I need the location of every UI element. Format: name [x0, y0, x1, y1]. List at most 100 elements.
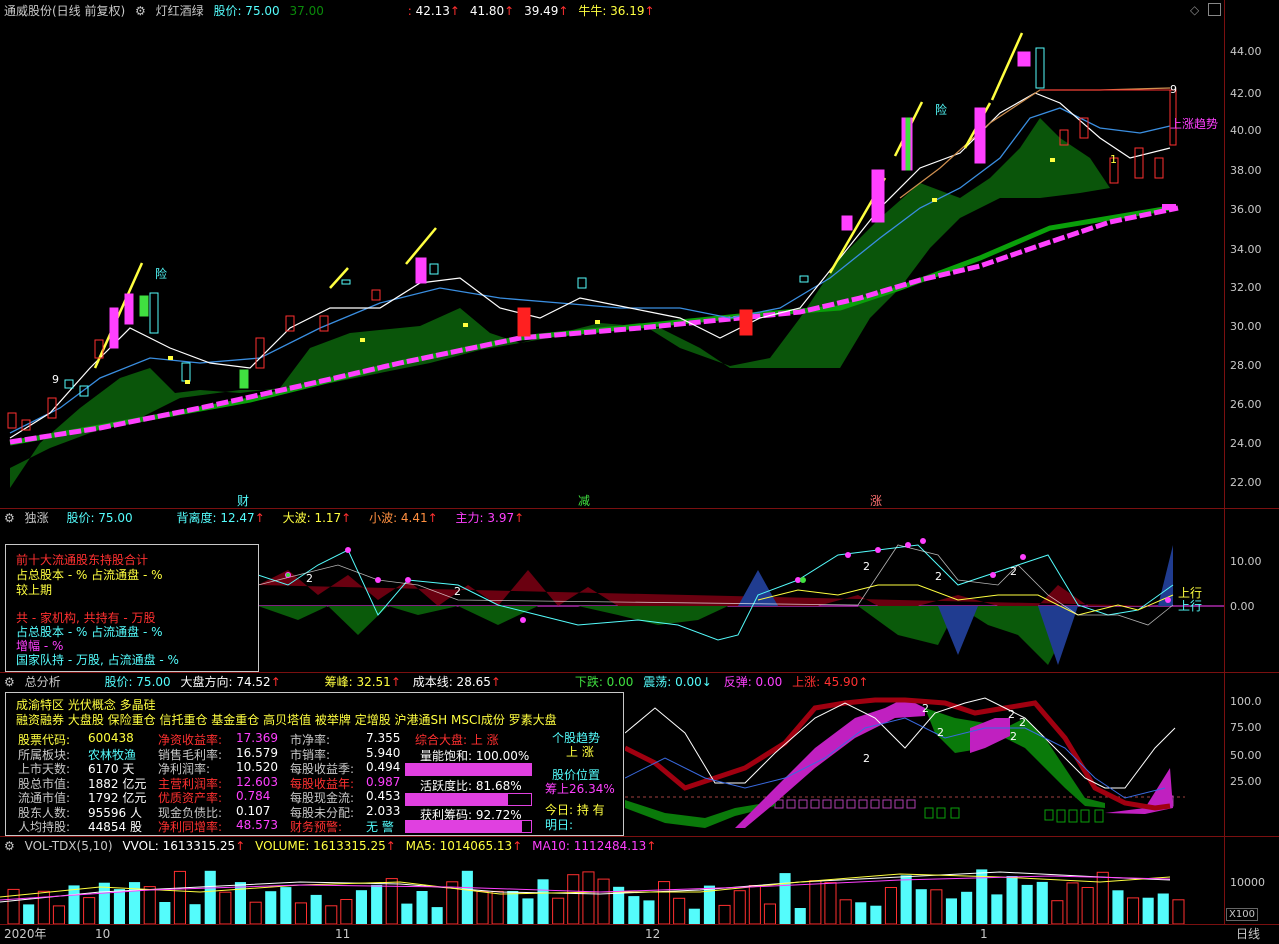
panel2-tick: 10.00 [1230, 555, 1262, 568]
one-label: 1 [1110, 153, 1117, 166]
panel4-name[interactable]: VOL-TDX(5,10) [24, 839, 113, 853]
risk-label: 险 [935, 102, 947, 117]
volume-bar [310, 894, 322, 924]
price-tick: 32.00 [1230, 281, 1262, 294]
volume-bar [552, 897, 565, 924]
risk-label: 险 [155, 266, 167, 281]
fundamentals-cell: 17.369 [236, 731, 278, 745]
fundamentals-cell: 0.453 [366, 789, 401, 803]
fundamentals-cell: 无 警 [366, 820, 394, 834]
volume-bar [129, 882, 141, 924]
volume-bar [779, 873, 791, 924]
analysis-boxes-green [924, 807, 1104, 823]
vvol-value: VVOL: 1613315.25 [122, 839, 236, 853]
volume-bar [673, 897, 686, 924]
price-tick: 44.00 [1230, 45, 1262, 58]
position-title: 股价位置 [552, 768, 601, 782]
volume-bar [1021, 884, 1033, 924]
duzhang-area-red [258, 570, 1158, 606]
fundamentals-cell: 每股收益季: [290, 762, 355, 776]
panel4-header: ⚙ VOL-TDX(5,10) VVOL: 1613315.25↑ VOLUME… [4, 839, 657, 853]
volume-bar [597, 878, 610, 924]
volume-bar [189, 904, 201, 924]
analysis-chart[interactable]: 2 2 2 2 2 2 [625, 688, 1224, 836]
uptrend-label: 上涨趋势 [1170, 116, 1218, 131]
price-chart[interactable]: 9 险 险 上涨趋势 9 1 财 减 涨 [0, 18, 1224, 508]
price-tick: 22.00 [1230, 476, 1262, 489]
volume-ma-white [0, 871, 1171, 903]
trend-value: 上 涨 [566, 745, 594, 759]
fundamentals-cell: 主营利润率: [158, 776, 223, 791]
duzhang-line-white [258, 544, 1174, 626]
volume-bar [1172, 899, 1185, 924]
period-button[interactable]: 日线 [1236, 927, 1261, 941]
fundamentals-cell: 上市天数: [18, 762, 71, 776]
analysis-magenta-band3 [1105, 768, 1173, 814]
gear-icon[interactable]: ⚙ [4, 839, 15, 853]
fundamentals-cell: 财务预警: [290, 820, 343, 834]
huoyue-bar [405, 793, 532, 806]
volume-bar [1127, 897, 1140, 924]
price-tick: 36.00 [1230, 203, 1262, 216]
diamond-icon[interactable]: ◇ [1190, 3, 1200, 17]
svg-text:2: 2 [1008, 708, 1015, 721]
volume-bar [613, 886, 625, 924]
volume-bar [159, 902, 171, 924]
beili-value: 背离度: 12.47 [176, 511, 255, 525]
ma5-value: MA5: 1014065.13 [405, 839, 513, 853]
duzhang-line-cyan [258, 544, 1174, 641]
volume-chart[interactable] [0, 852, 1224, 924]
gear-icon[interactable]: ⚙ [4, 511, 15, 525]
fundamentals-cell: 流通市值: [18, 791, 71, 805]
fundamentals-cell: 1792 亿元 [88, 791, 147, 805]
volume-bar [52, 905, 66, 924]
volume-bar [173, 870, 186, 924]
duzhang-chart[interactable]: 2 2 2 2 2 上行 上行 [258, 525, 1224, 673]
volume-bar [976, 869, 988, 924]
volume-bar [476, 891, 489, 924]
fundamentals-cell: 每股未分配: [290, 805, 355, 820]
panel2-name[interactable]: 独涨 [24, 511, 49, 525]
month-label: 12 [645, 927, 661, 941]
fundamentals-cell: 7.355 [366, 731, 401, 745]
volume-bar [1157, 893, 1169, 924]
volume-bar [991, 894, 1003, 924]
panel3-tick: 100.0 [1230, 695, 1262, 708]
volume-bar [1112, 890, 1124, 924]
fundamentals-cell: 44854 股 [88, 820, 142, 834]
panel3-header: ⚙ 总分析 股价: 75.00 大盘方向: 74.52↑ 筹峰: 32.51↑ … [4, 675, 869, 689]
gear-icon[interactable]: ⚙ [135, 4, 146, 18]
volume-bar [234, 882, 246, 924]
fundamentals-cell: 净利同增率: [158, 820, 223, 834]
analysis-darkred-line [625, 697, 1171, 811]
fundamentals-cell: 0.987 [366, 774, 401, 789]
year-label: 2020年 [4, 927, 47, 941]
indicator-name[interactable]: 灯红酒绿 [155, 4, 204, 18]
huoli-bar [405, 820, 532, 833]
duzhang-dots [285, 538, 1171, 623]
panel3-name[interactable]: 总分析 [24, 675, 61, 689]
ma-white [9, 92, 1171, 439]
volume-bar [748, 885, 761, 924]
fundamentals-cell: 所属板块: [18, 747, 71, 762]
fundamentals-cell: 农林牧渔 [88, 747, 137, 762]
fundamentals-cell: 市销率: [290, 747, 331, 762]
price-tick: 28.00 [1230, 359, 1262, 372]
volume-bar [83, 897, 96, 924]
value-3: 39.49 [524, 4, 559, 18]
svg-text:2: 2 [1010, 730, 1017, 743]
gear-icon[interactable]: ⚙ [4, 675, 15, 689]
volume-bar [1142, 897, 1154, 924]
x100-label: X100 [1226, 908, 1258, 921]
bull-value: 牛牛: 36.19 [578, 4, 645, 18]
maximize-icon[interactable] [1208, 3, 1221, 16]
volume-bar [718, 904, 731, 924]
yellow-markers [168, 158, 1055, 384]
fundamentals-cell: 优质资产率: [158, 791, 223, 805]
volume-bar [1051, 900, 1064, 924]
price-label: 股价: 75.00 [213, 4, 280, 18]
volume-bar [507, 891, 519, 924]
dabo-value: 大波: 1.17 [282, 511, 342, 525]
stock-title[interactable]: 通威股份(日线 前复权) [4, 4, 126, 18]
volume-bar [870, 905, 882, 924]
